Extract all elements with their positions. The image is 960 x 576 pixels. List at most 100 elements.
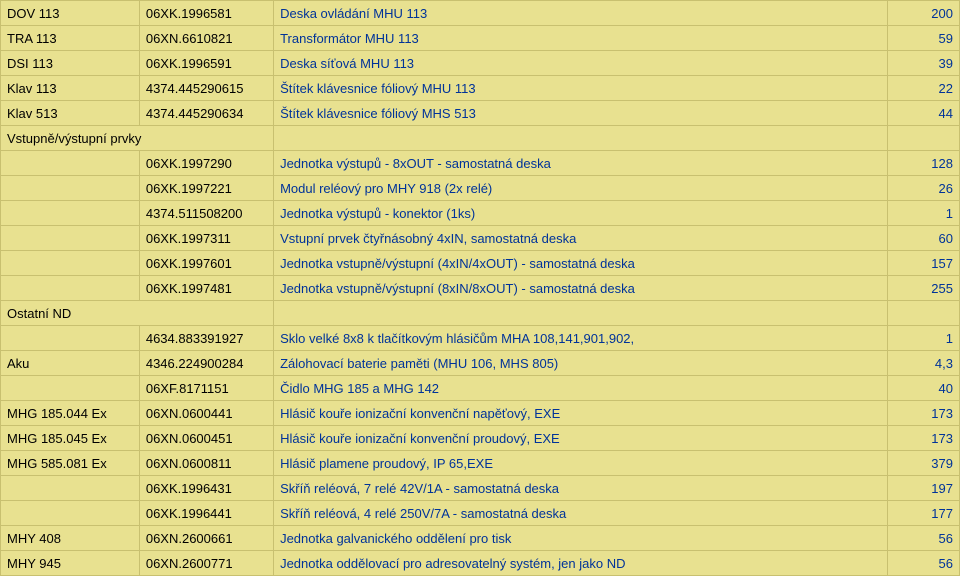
table-row: MHY 94506XN.2600771Jednotka oddělovací p… <box>1 551 960 576</box>
table-row: 06XK.1996441Skříň reléová, 4 relé 250V/7… <box>1 501 960 526</box>
table-row: DSI 11306XK.1996591Deska síťová MHU 1133… <box>1 51 960 76</box>
cell-qty: 22 <box>887 76 959 101</box>
cell-desc: Jednotka vstupně/výstupní (4xIN/4xOUT) -… <box>274 251 888 276</box>
cell-qty: 39 <box>887 51 959 76</box>
cell-desc <box>274 126 888 151</box>
cell-qty <box>887 301 959 326</box>
cell-code: DSI 113 <box>1 51 140 76</box>
cell-desc: Jednotka oddělovací pro adresovatelný sy… <box>274 551 888 576</box>
cell-partno: 06XK.1997601 <box>139 251 273 276</box>
cell-desc: Jednotka galvanického oddělení pro tisk <box>274 526 888 551</box>
cell-qty: 128 <box>887 151 959 176</box>
cell-code <box>1 201 140 226</box>
cell-code: Klav 113 <box>1 76 140 101</box>
table-row: MHG 185.044 Ex06XN.0600441Hlásič kouře i… <box>1 401 960 426</box>
cell-qty: 60 <box>887 226 959 251</box>
cell-qty: 59 <box>887 26 959 51</box>
cell-partno: 06XK.1997221 <box>139 176 273 201</box>
table-row: MHG 185.045 Ex06XN.0600451Hlásič kouře i… <box>1 426 960 451</box>
cell-partno: 06XK.1996441 <box>139 501 273 526</box>
cell-desc: Hlásič plamene proudový, IP 65,EXE <box>274 451 888 476</box>
cell-desc: Hlásič kouře ionizační konvenční napěťov… <box>274 401 888 426</box>
cell-qty: 197 <box>887 476 959 501</box>
table-row: 06XK.1997290Jednotka výstupů - 8xOUT - s… <box>1 151 960 176</box>
cell-code: MHG 185.044 Ex <box>1 401 140 426</box>
cell-desc: Jednotka vstupně/výstupní (8xIN/8xOUT) -… <box>274 276 888 301</box>
cell-desc: Jednotka výstupů - konektor (1ks) <box>274 201 888 226</box>
cell-desc <box>274 301 888 326</box>
section-header: Vstupně/výstupní prvky <box>1 126 274 151</box>
cell-qty <box>887 126 959 151</box>
cell-desc: Zálohovací baterie paměti (MHU 106, MHS … <box>274 351 888 376</box>
section-header: Ostatní ND <box>1 301 274 326</box>
table-row: MHY 40806XN.2600661Jednotka galvanického… <box>1 526 960 551</box>
cell-qty: 177 <box>887 501 959 526</box>
cell-partno: 06XK.1996431 <box>139 476 273 501</box>
table-row: 4634.883391927Sklo velké 8x8 k tlačítkov… <box>1 326 960 351</box>
cell-qty: 200 <box>887 1 959 26</box>
cell-code: MHG 585.081 Ex <box>1 451 140 476</box>
cell-qty: 173 <box>887 401 959 426</box>
cell-qty: 157 <box>887 251 959 276</box>
cell-partno: 06XN.2600771 <box>139 551 273 576</box>
cell-desc: Čidlo MHG 185 a MHG 142 <box>274 376 888 401</box>
cell-partno: 06XN.0600451 <box>139 426 273 451</box>
cell-code <box>1 376 140 401</box>
cell-code <box>1 326 140 351</box>
cell-code: MHY 408 <box>1 526 140 551</box>
table-row: MHG 585.081 Ex06XN.0600811Hlásič plamene… <box>1 451 960 476</box>
cell-code: MHY 945 <box>1 551 140 576</box>
cell-qty: 1 <box>887 326 959 351</box>
cell-desc: Vstupní prvek čtyřnásobný 4xIN, samostat… <box>274 226 888 251</box>
cell-partno: 06XN.6610821 <box>139 26 273 51</box>
cell-code: TRA 113 <box>1 26 140 51</box>
cell-code <box>1 226 140 251</box>
cell-code <box>1 251 140 276</box>
cell-code: MHG 185.045 Ex <box>1 426 140 451</box>
cell-partno: 4346.224900284 <box>139 351 273 376</box>
cell-code <box>1 276 140 301</box>
cell-desc: Jednotka výstupů - 8xOUT - samostatná de… <box>274 151 888 176</box>
cell-code: DOV 113 <box>1 1 140 26</box>
table-row: Vstupně/výstupní prvky <box>1 126 960 151</box>
table-row: 06XK.1997601Jednotka vstupně/výstupní (4… <box>1 251 960 276</box>
table-row: Klav 1134374.445290615Štítek klávesnice … <box>1 76 960 101</box>
cell-desc: Štítek klávesnice fóliový MHU 113 <box>274 76 888 101</box>
parts-table: DOV 11306XK.1996581Deska ovládání MHU 11… <box>0 0 960 576</box>
sheet: DOV 11306XK.1996581Deska ovládání MHU 11… <box>0 0 960 544</box>
table-row: TRA 11306XN.6610821Transformátor MHU 113… <box>1 26 960 51</box>
cell-partno: 06XK.1996581 <box>139 1 273 26</box>
cell-desc: Transformátor MHU 113 <box>274 26 888 51</box>
cell-code <box>1 151 140 176</box>
cell-partno: 4374.445290615 <box>139 76 273 101</box>
cell-desc: Skříň reléová, 4 relé 250V/7A - samostat… <box>274 501 888 526</box>
cell-desc: Sklo velké 8x8 k tlačítkovým hlásičům MH… <box>274 326 888 351</box>
cell-desc: Modul reléový pro MHY 918 (2x relé) <box>274 176 888 201</box>
table-row: 06XF.8171151Čidlo MHG 185 a MHG 14240 <box>1 376 960 401</box>
cell-partno: 06XK.1997290 <box>139 151 273 176</box>
cell-partno: 06XK.1996591 <box>139 51 273 76</box>
cell-partno: 06XN.0600811 <box>139 451 273 476</box>
cell-qty: 255 <box>887 276 959 301</box>
cell-qty: 56 <box>887 526 959 551</box>
cell-desc: Hlásič kouře ionizační konvenční proudov… <box>274 426 888 451</box>
cell-partno: 06XK.1997481 <box>139 276 273 301</box>
cell-qty: 56 <box>887 551 959 576</box>
cell-desc: Skříň reléová, 7 relé 42V/1A - samostatn… <box>274 476 888 501</box>
table-row: 4374.511508200Jednotka výstupů - konekto… <box>1 201 960 226</box>
cell-qty: 4,3 <box>887 351 959 376</box>
cell-code: Aku <box>1 351 140 376</box>
cell-qty: 379 <box>887 451 959 476</box>
cell-partno: 4374.445290634 <box>139 101 273 126</box>
cell-qty: 44 <box>887 101 959 126</box>
cell-code <box>1 176 140 201</box>
cell-desc: Štítek klávesnice fóliový MHS 513 <box>274 101 888 126</box>
cell-partno: 06XN.2600661 <box>139 526 273 551</box>
cell-qty: 1 <box>887 201 959 226</box>
cell-code <box>1 476 140 501</box>
cell-partno: 06XK.1997311 <box>139 226 273 251</box>
table-row: DOV 11306XK.1996581Deska ovládání MHU 11… <box>1 1 960 26</box>
cell-partno: 06XN.0600441 <box>139 401 273 426</box>
cell-partno: 4374.511508200 <box>139 201 273 226</box>
cell-partno: 06XF.8171151 <box>139 376 273 401</box>
